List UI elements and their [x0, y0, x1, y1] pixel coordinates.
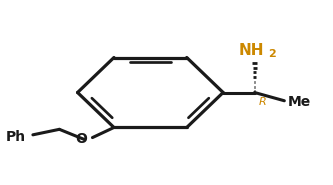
Text: Ph: Ph	[6, 130, 26, 144]
Text: R: R	[258, 97, 266, 107]
Text: NH: NH	[238, 43, 264, 58]
Text: O: O	[76, 132, 88, 146]
Text: Me: Me	[288, 95, 311, 109]
Text: 2: 2	[268, 48, 276, 58]
